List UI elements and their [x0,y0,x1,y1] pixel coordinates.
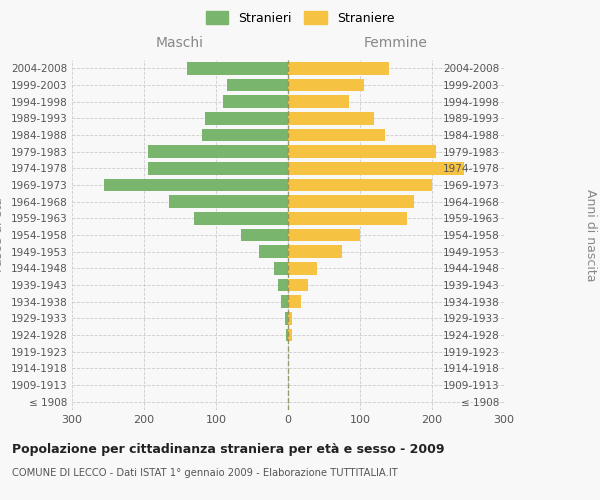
Bar [205,112,288,124]
Bar [104,179,288,192]
Bar [288,296,301,308]
Bar [288,279,308,291]
Bar [288,146,436,158]
Bar [288,62,389,74]
Bar [187,62,288,74]
Bar [241,229,288,241]
Bar [148,162,288,174]
Bar [288,312,292,324]
Text: Popolazione per cittadinanza straniera per età e sesso - 2009: Popolazione per cittadinanza straniera p… [12,442,445,456]
Text: Maschi: Maschi [156,36,204,50]
Bar [278,279,288,291]
Bar [281,296,288,308]
Bar [148,146,288,158]
Bar [288,96,349,108]
Bar [223,96,288,108]
Bar [288,112,374,124]
Bar [274,262,288,274]
Bar [259,246,288,258]
Bar [288,212,407,224]
Bar [288,162,464,174]
Text: COMUNE DI LECCO - Dati ISTAT 1° gennaio 2009 - Elaborazione TUTTITALIA.IT: COMUNE DI LECCO - Dati ISTAT 1° gennaio … [12,468,398,477]
Bar [285,312,288,324]
Bar [286,329,288,341]
Bar [288,179,432,192]
Bar [288,196,414,208]
Bar [288,229,360,241]
Bar [202,129,288,141]
Text: Anni di nascita: Anni di nascita [584,188,597,281]
Text: Femmine: Femmine [364,36,428,50]
Bar [288,246,342,258]
Bar [288,262,317,274]
Bar [194,212,288,224]
Bar [288,329,292,341]
Bar [169,196,288,208]
Bar [288,129,385,141]
Y-axis label: Fasce di età: Fasce di età [0,198,5,272]
Legend: Stranieri, Straniere: Stranieri, Straniere [201,6,399,30]
Bar [288,79,364,92]
Bar [227,79,288,92]
